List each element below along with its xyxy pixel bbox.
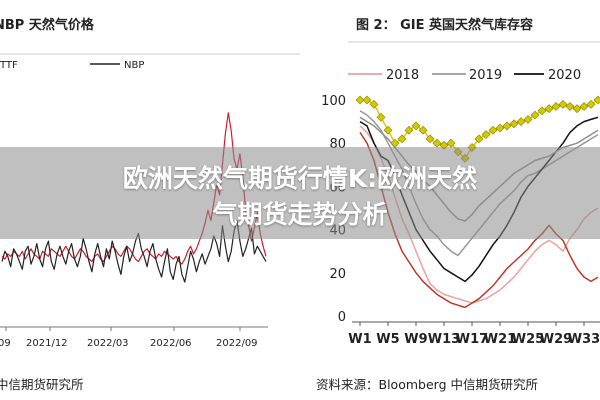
right-series-diamond-marker <box>362 95 372 105</box>
headline-overlay-band <box>0 147 600 239</box>
right-series-diamond-marker <box>432 138 442 148</box>
right-figure-title: 图 2： GIE 英国天然气库存容 <box>356 18 534 33</box>
right-series-diamond-marker <box>502 121 512 131</box>
right-series-diamond-marker <box>488 125 498 135</box>
left-source-note: 中信期货研究所 <box>0 377 84 392</box>
right-legend-label-2018: 2018 <box>386 68 419 83</box>
left-legend-label-nbp: NBP <box>124 60 144 71</box>
right-series-diamond-marker <box>383 125 393 135</box>
headline-overlay-text: 欧洲天然气期货行情K:欧洲天然 气期货走势分析 <box>0 161 600 233</box>
left-x-tick-label: 2022/09 <box>216 338 258 349</box>
right-x-tick-label: W29 <box>540 332 572 347</box>
right-legend-label-2019: 2019 <box>469 68 502 83</box>
right-legend: 2018 2019 2020 <box>348 68 581 83</box>
left-figure-title: NBP 天然气价格 <box>0 18 94 33</box>
right-x-tick-label: W33 <box>568 332 600 347</box>
right-series-diamond-marker <box>558 99 568 109</box>
right-series-diamond-marker <box>404 125 414 135</box>
headline-line-2: 气期货走势分析 <box>212 200 388 229</box>
right-series-diamond-marker <box>411 121 421 131</box>
right-x-tick-label: W9 <box>404 332 427 347</box>
right-series-diamond-marker <box>593 95 600 105</box>
right-series-diamond-marker <box>537 106 547 116</box>
right-series-diamond-marker <box>390 138 400 148</box>
left-legend: TTF NBP <box>0 60 144 71</box>
right-series-diamond-marker <box>544 104 554 114</box>
right-x-tick-label: W21 <box>484 332 516 347</box>
right-y-tick-label: 100 <box>321 94 346 109</box>
right-series-diamond-marker <box>516 117 526 127</box>
right-series-diamond-marker <box>572 104 582 114</box>
right-series-diamond-marker <box>355 95 365 105</box>
right-series-diamond-marker <box>425 134 435 144</box>
headline-line-1: 欧洲天然气期货行情K:欧洲天然 <box>122 164 478 193</box>
right-x-tick-label: W13 <box>428 332 460 347</box>
right-series-diamond-marker <box>551 102 561 111</box>
right-series-diamond-marker <box>376 112 386 122</box>
right-series-diamond-marker <box>565 102 575 111</box>
right-y-tick-label: 20 <box>329 267 346 282</box>
left-x-tick-label: 2021/12 <box>26 338 68 349</box>
right-x-tick-label: W5 <box>376 332 399 347</box>
right-y-tick-label: 0 <box>338 310 346 325</box>
left-x-tick-labels: 09 2021/12 2022/03 2022/06 2022/09 <box>0 327 258 349</box>
right-series-diamond-marker <box>397 134 407 144</box>
right-series-diamond-marker <box>495 123 505 133</box>
right-series-diamond-marker <box>481 130 491 139</box>
right-x-tick-label: W1 <box>348 332 371 347</box>
left-legend-label-ttf: TTF <box>0 60 18 71</box>
right-x-tick-label: W17 <box>456 332 488 347</box>
left-x-tick-label: 09 <box>0 338 11 349</box>
right-series-diamond-marker <box>530 110 540 120</box>
right-source-note: 资料来源：Bloomberg 中信期货研究所 <box>316 377 538 392</box>
right-legend-label-2020: 2020 <box>548 68 581 83</box>
right-series-diamond-marker <box>509 119 519 129</box>
right-series-diamond-marker <box>474 134 484 144</box>
right-series-diamond-marker <box>579 102 589 111</box>
left-x-tick-label: 2022/03 <box>87 338 129 349</box>
right-series-diamond-marker <box>369 99 379 109</box>
right-series-diamond-marker <box>418 125 428 135</box>
right-series-diamond-marker <box>586 99 596 109</box>
left-x-tick-label: 2022/06 <box>150 338 192 349</box>
right-x-tick-label: W25 <box>512 332 544 347</box>
right-series-diamond-marker <box>523 115 533 124</box>
